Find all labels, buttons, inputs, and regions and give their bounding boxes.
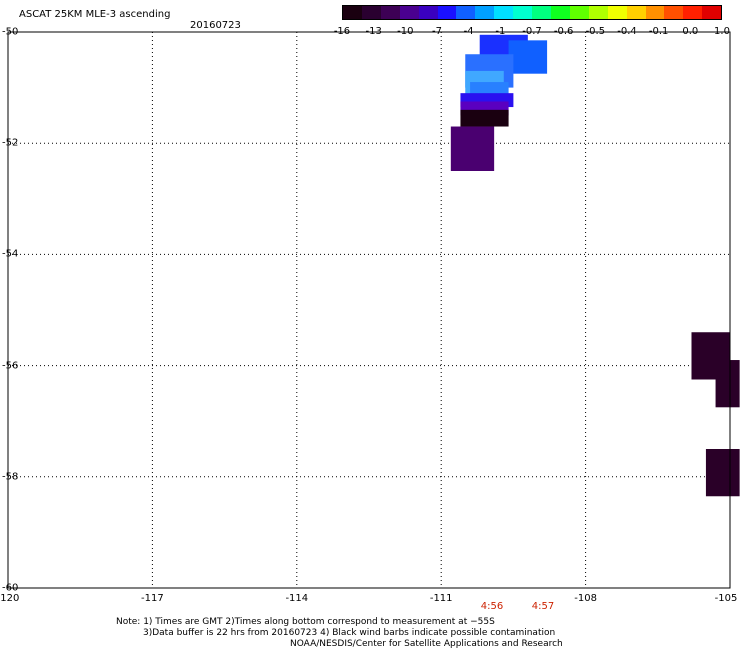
data-cell bbox=[705, 449, 740, 497]
colorbar-segment bbox=[399, 6, 419, 19]
colorbar-segment bbox=[683, 6, 703, 19]
colorbar-segment bbox=[664, 6, 684, 19]
plot-frame bbox=[7, 31, 731, 589]
colorbar-segment bbox=[361, 6, 381, 19]
y-tick-label: -60 bbox=[2, 582, 19, 594]
chart-date: 20160723 bbox=[190, 20, 241, 31]
colorbar-segment bbox=[437, 6, 457, 19]
grid-lines bbox=[8, 32, 730, 588]
data-cell bbox=[715, 360, 740, 408]
x-tick-label: -120 bbox=[0, 593, 20, 604]
colorbar-segment bbox=[702, 6, 722, 19]
data-cell bbox=[460, 109, 509, 127]
colorbar-segment bbox=[588, 6, 608, 19]
data-cell bbox=[450, 126, 495, 171]
colorbar-segment bbox=[645, 6, 665, 19]
x-tick-label: -117 bbox=[141, 593, 164, 604]
x-tick-label: -105 bbox=[714, 593, 738, 604]
note-line-2: 3)Data buffer is 22 hrs from 20160723 4)… bbox=[143, 628, 556, 638]
colorbar-segment bbox=[380, 6, 400, 19]
data-cells bbox=[450, 34, 740, 497]
colorbar-segment bbox=[626, 6, 646, 19]
note-line-1: Note: 1) Times are GMT 2)Times along bot… bbox=[116, 617, 495, 627]
y-tick-label: -50 bbox=[2, 26, 19, 38]
colorbar-segment bbox=[343, 6, 362, 19]
y-tick-label: -52 bbox=[2, 137, 19, 149]
colorbar-segment bbox=[550, 6, 570, 19]
y-tick-label: -54 bbox=[2, 248, 19, 260]
colorbar-segment bbox=[513, 6, 533, 19]
y-tick-label: -56 bbox=[2, 360, 19, 372]
time-label-1: 4:56 bbox=[480, 601, 504, 612]
colorbar bbox=[342, 5, 722, 20]
x-tick-label: -114 bbox=[285, 593, 309, 604]
time-label-2: 4:57 bbox=[531, 601, 555, 612]
colorbar-segment bbox=[607, 6, 627, 19]
colorbar-segment bbox=[569, 6, 589, 19]
colorbar-segment bbox=[494, 6, 514, 19]
x-tick-label: -108 bbox=[574, 593, 597, 604]
colorbar-segment bbox=[532, 6, 551, 19]
colorbar-segment bbox=[475, 6, 495, 19]
note-line-3: NOAA/NESDIS/Center for Satellite Applica… bbox=[290, 639, 563, 649]
colorbar-segment bbox=[418, 6, 438, 19]
y-tick-label: -58 bbox=[2, 471, 19, 483]
chart-title: ASCAT 25KM MLE-3 ascending bbox=[19, 9, 171, 20]
colorbar-segment bbox=[456, 6, 476, 19]
x-tick-label: -111 bbox=[429, 593, 453, 604]
data-cell bbox=[508, 40, 548, 74]
